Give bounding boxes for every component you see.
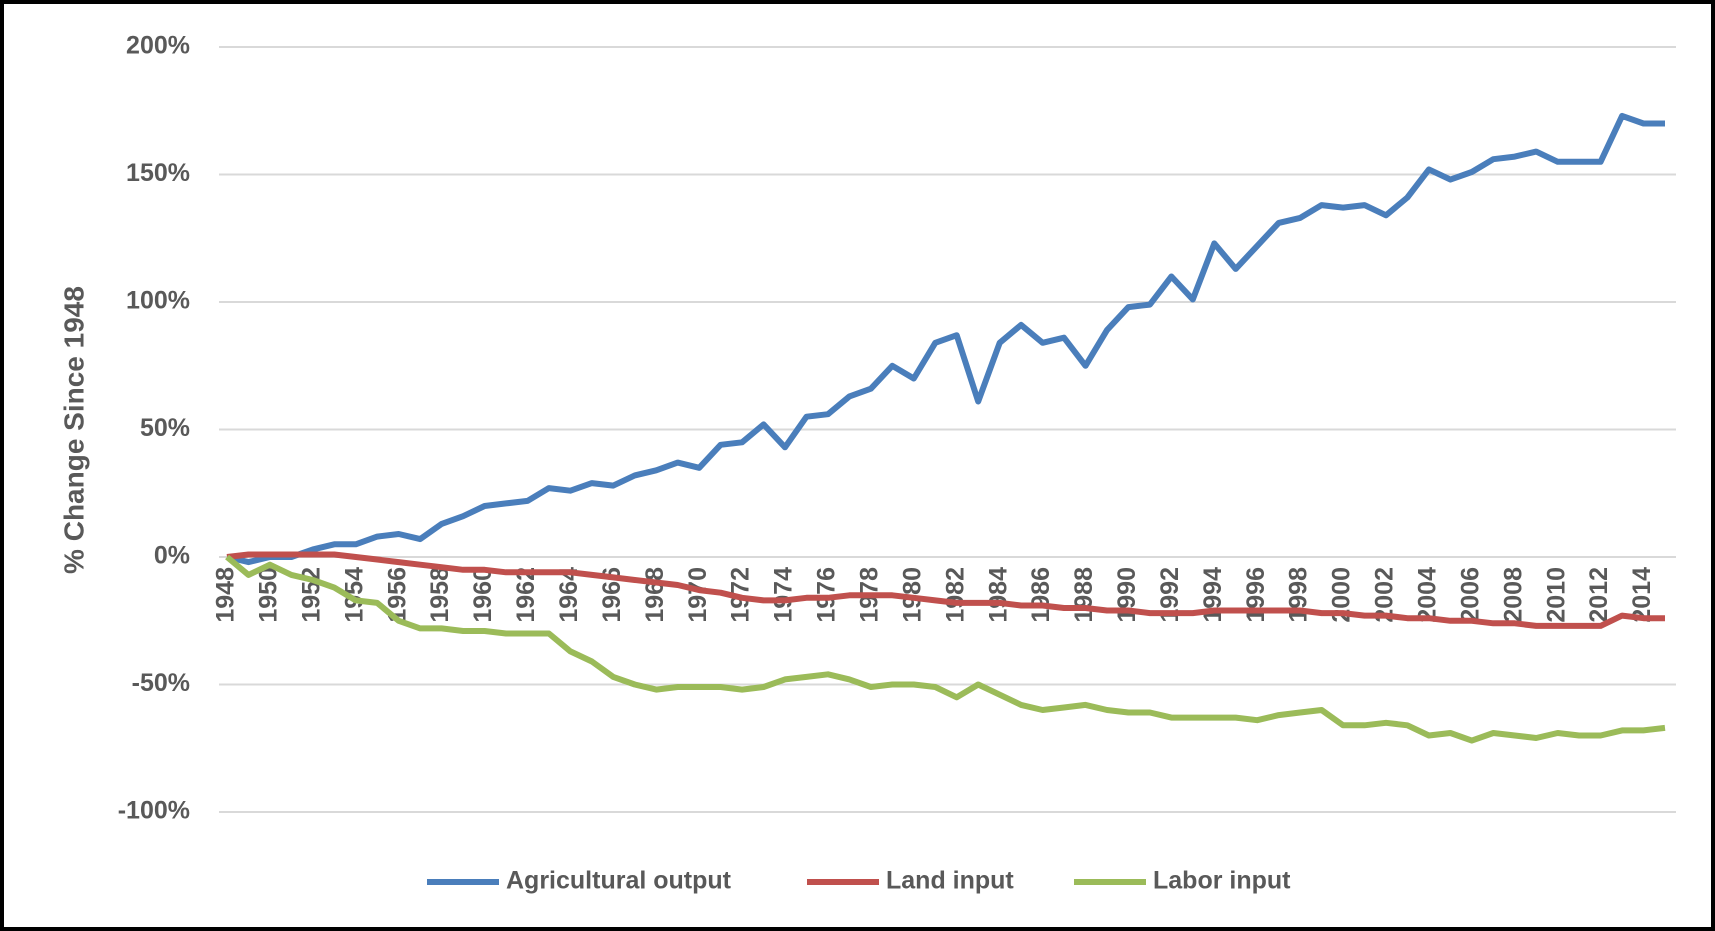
x-tick-label: 2008 [1499, 567, 1527, 623]
x-tick-label: 1988 [1070, 567, 1098, 623]
x-tick-label: 2006 [1456, 567, 1484, 623]
x-tick-label: 1958 [426, 567, 454, 623]
y-tick-label: -100% [118, 797, 190, 825]
data-line [225, 554, 1666, 744]
x-tick-label: 1986 [1027, 567, 1055, 623]
x-tick-label: 1996 [1242, 567, 1270, 623]
y-tick-label: 150% [126, 159, 190, 187]
x-tick-label: 2004 [1414, 567, 1442, 623]
x-tick-label: 2010 [1542, 567, 1570, 623]
data-line [226, 112, 1665, 566]
legend-label: Labor input [1153, 867, 1291, 895]
y-axis-title: % Change Since 1948 [58, 286, 89, 574]
y-tick-label: 200% [126, 32, 190, 60]
x-tick-label: 1974 [770, 567, 798, 623]
y-tick-label: 0% [154, 542, 190, 570]
x-tick-label: 1970 [684, 567, 712, 623]
x-tick-label: 1960 [469, 567, 497, 623]
x-tick-label: 1962 [512, 567, 540, 623]
data-line [226, 551, 1665, 629]
y-tick-label: 100% [126, 287, 190, 315]
x-tick-label: 2012 [1585, 567, 1613, 623]
y-tick-label: 50% [140, 414, 190, 442]
x-tick-label: 1984 [984, 567, 1012, 623]
x-tick-label: 1948 [212, 567, 240, 623]
x-tick-label: 2014 [1628, 567, 1656, 623]
chart-background [4, 4, 1711, 927]
legend-label: Land input [886, 867, 1014, 895]
x-tick-label: 1950 [255, 567, 283, 623]
legend-label: Agricultural output [506, 867, 732, 895]
x-tick-label: 1968 [641, 567, 669, 623]
y-tick-label: -50% [132, 669, 190, 697]
x-tick-label: 1982 [941, 567, 969, 623]
